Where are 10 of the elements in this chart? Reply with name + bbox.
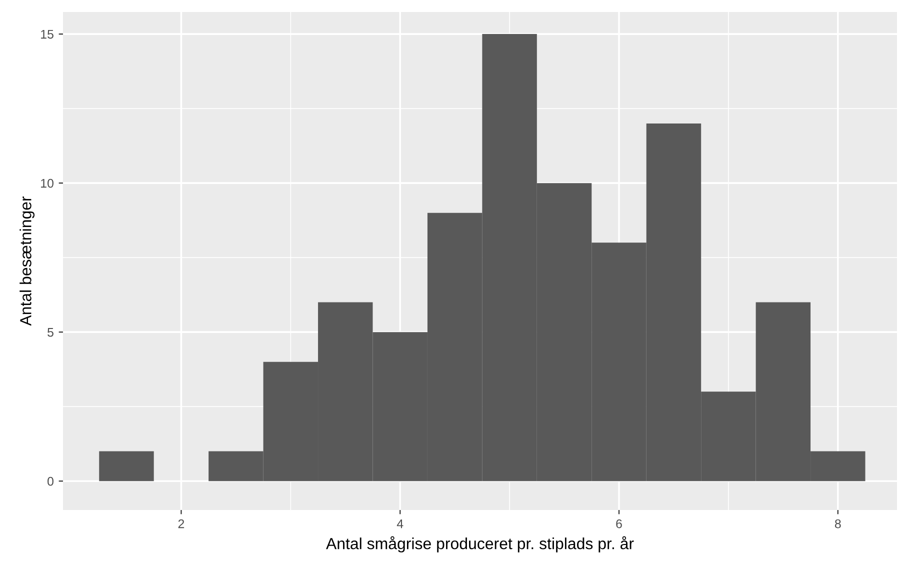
y-tick-label: 10: [41, 178, 54, 188]
x-axis-title: Antal smågrise produceret pr. stiplads pr. år: [326, 536, 634, 552]
y-axis-title: Antal besætninger: [20, 196, 35, 326]
y-tick-label: 15: [41, 30, 54, 39]
x-tick-label: 4: [396, 519, 404, 528]
x-tick-label: 6: [616, 519, 622, 528]
x-tick-label: 2: [178, 519, 184, 528]
x-tick-label: 8: [834, 519, 841, 528]
y-tick-label: 0: [48, 476, 54, 486]
y-tick-label: 5: [48, 328, 54, 337]
